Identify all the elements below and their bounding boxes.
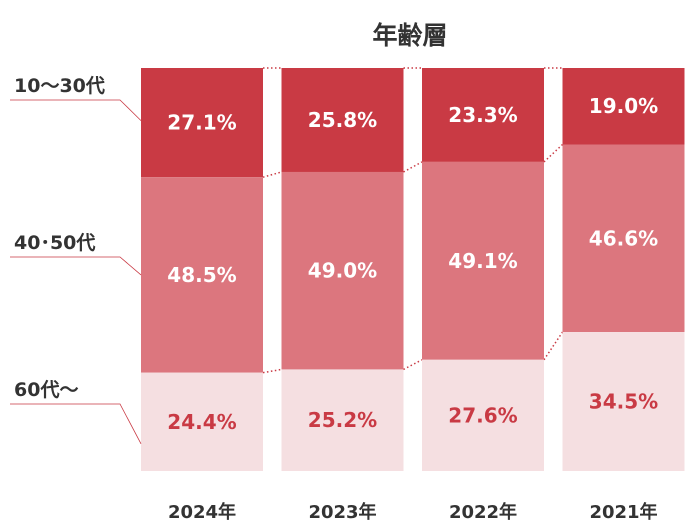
bar-segment	[281, 369, 404, 471]
bar-segment	[422, 359, 544, 471]
data-label: 49.0%	[308, 259, 377, 283]
series-legend: 10〜30代 40･50代 60代〜	[10, 75, 142, 445]
series-label: 60代〜	[14, 379, 78, 401]
data-label: 19.0%	[589, 94, 658, 118]
bar-segment	[562, 68, 685, 145]
bars-group: 27.1% 48.5% 24.4% 25.8% 49.0% 25.2% 23.3% 49.1%…	[141, 68, 685, 471]
chart-title: 年齢層	[372, 21, 447, 50]
connector-line	[403, 161, 423, 173]
x-tick-label: 2022年	[449, 501, 517, 523]
x-tick-label: 2023年	[308, 501, 376, 523]
bar-segment	[141, 372, 263, 471]
data-label: 46.6%	[589, 226, 658, 250]
data-label: 24.4%	[167, 410, 236, 434]
x-axis: 2024年 2023年 2022年 2021年	[168, 501, 658, 523]
data-label: 34.5%	[589, 390, 658, 414]
series-label: 10〜30代	[14, 75, 105, 97]
x-tick-label: 2021年	[589, 501, 657, 523]
bar-segment	[422, 161, 544, 360]
connector-line	[262, 368, 282, 374]
series-leader-line	[10, 256, 142, 276]
bar-segment	[281, 68, 404, 172]
x-tick-label: 2024年	[168, 501, 236, 523]
bar-segment	[141, 177, 263, 373]
data-label: 25.2%	[308, 408, 377, 432]
data-label: 27.1%	[167, 111, 236, 135]
bar-segment	[141, 68, 263, 178]
data-label: 27.6%	[448, 403, 517, 427]
bar-segment	[562, 332, 685, 471]
series-leader-line	[10, 99, 142, 121]
connector-line	[543, 143, 564, 163]
connector-line	[262, 171, 282, 178]
data-label: 48.5%	[167, 263, 236, 287]
series-leader-line	[10, 403, 142, 445]
connector-line	[543, 331, 564, 361]
connector-line	[403, 359, 423, 371]
data-label: 25.8%	[308, 108, 377, 132]
segment-connectors	[262, 67, 564, 374]
data-label: 49.1%	[448, 249, 517, 273]
bar-segment	[422, 68, 544, 162]
bar-segment	[281, 171, 404, 370]
bar-segment	[562, 144, 685, 333]
data-label: 23.3%	[448, 103, 517, 127]
series-label: 40･50代	[14, 232, 95, 254]
